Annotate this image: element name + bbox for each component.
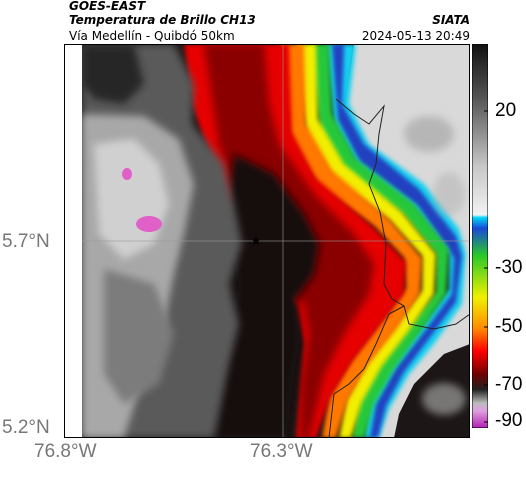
colorbar-tick-minus50: -50 <box>495 316 523 337</box>
datetime-label: 2024-05-13 20:49 <box>361 29 470 43</box>
colorbar-tick-20: 20 <box>495 100 517 121</box>
organization-label: SIATA <box>432 13 470 27</box>
colorbar-tick-minus90: -90 <box>495 410 523 431</box>
star-icon: ★ <box>251 234 262 248</box>
product-title: Temperatura de Brillo CH13 <box>69 13 256 27</box>
region-label: Vía Medellín - Quibdó 50km <box>69 29 235 43</box>
colorbar-tick-minus30: -30 <box>495 257 523 278</box>
lon-label-76-3: 76.3°W <box>250 441 313 462</box>
boundary-line-2 <box>328 305 405 438</box>
lon-label-76-8: 76.8°W <box>34 441 97 462</box>
colorbar-tick-minus70: -70 <box>495 374 523 395</box>
cold-spot-small <box>122 168 132 180</box>
cold-spot-large <box>136 216 162 232</box>
lat-label-5-2: 5.2°N <box>2 417 50 438</box>
lat-label-5-7: 5.7°N <box>2 231 50 252</box>
colorbar <box>472 44 488 428</box>
boundary-line <box>335 98 470 330</box>
brightness-temperature-map: ★ <box>64 44 470 438</box>
satellite-name: GOES-EAST <box>69 0 146 13</box>
